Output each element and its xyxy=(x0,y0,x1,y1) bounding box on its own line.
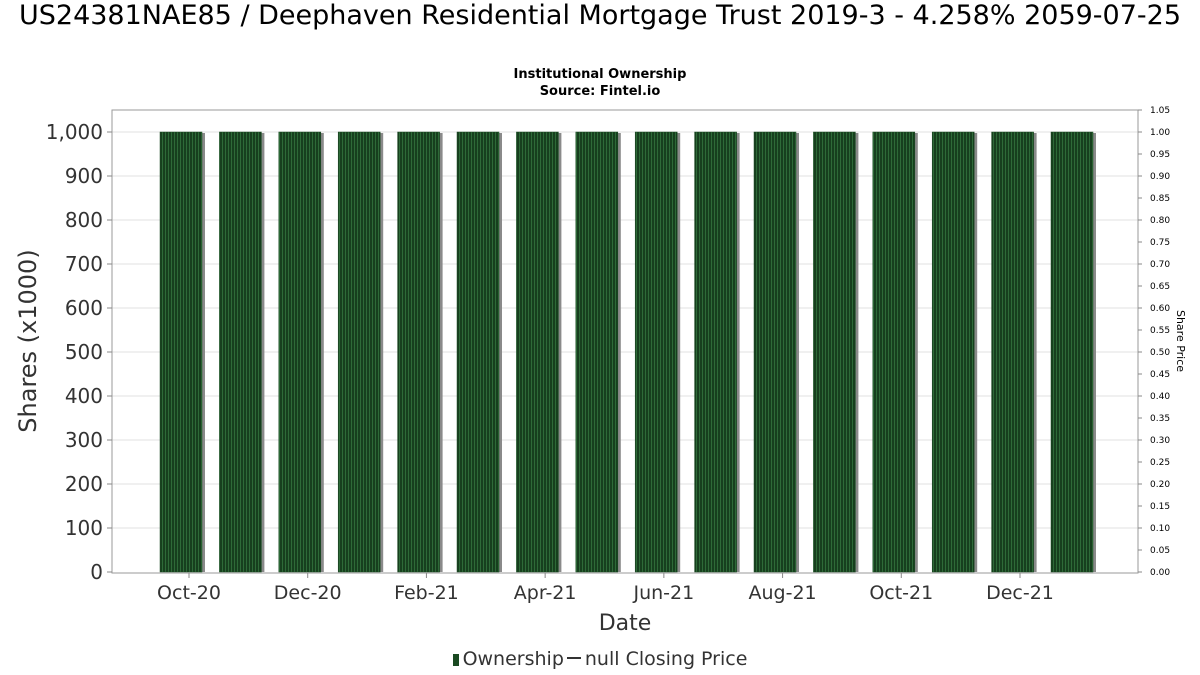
y2-tick-label: 0.80 xyxy=(1150,216,1170,226)
y2-tick-label: 0.70 xyxy=(1150,260,1170,270)
y-tick-label: 800 xyxy=(65,208,103,232)
ownership-bar xyxy=(753,131,797,573)
y-axis: 0 100 200 300 400 500 600 700 800 900 1,000 xyxy=(46,120,112,584)
x-tick-label: Feb-21 xyxy=(394,582,459,604)
price-legend-label: null Closing Price xyxy=(584,648,748,670)
bar-shadow xyxy=(616,133,621,572)
x-axis: Oct-20 Dec-20 Feb-21 Apr-21 Jun-21 Aug-21 Oct-… xyxy=(157,573,1054,604)
bar-shadow xyxy=(735,133,740,572)
y2-tick-label: 0.35 xyxy=(1150,414,1170,424)
x-tick-label: Apr-21 xyxy=(514,582,577,604)
x-tick-label: Oct-21 xyxy=(869,582,933,604)
ownership-legend-label: Ownership xyxy=(462,648,564,670)
y2-tick-label: 0.45 xyxy=(1150,370,1170,380)
y2-tick-label: 0.60 xyxy=(1150,304,1170,314)
y-tick-label: 1,000 xyxy=(46,120,103,144)
ownership-bar xyxy=(931,131,975,573)
ownership-bar xyxy=(872,131,916,573)
y-tick-label: 700 xyxy=(65,252,103,276)
grid-lines xyxy=(112,131,1138,529)
ownership-legend-swatch xyxy=(452,654,459,666)
plot-frame xyxy=(111,109,1139,574)
y2-tick-label: 0.95 xyxy=(1150,150,1170,160)
chart-subtitle: Institutional Ownership xyxy=(513,67,687,82)
bar-shadow xyxy=(201,133,205,572)
y2-tick-label: 0.40 xyxy=(1150,392,1170,402)
y2-tick-label: 0.05 xyxy=(1150,546,1170,556)
y-tick-label: 500 xyxy=(65,340,103,364)
y2-tick-label: 0.20 xyxy=(1150,480,1170,490)
bar-shadow xyxy=(1032,133,1037,572)
y2-tick-label: 0.15 xyxy=(1150,502,1170,512)
ownership-bar xyxy=(634,131,678,573)
bar-shadow xyxy=(379,133,384,572)
ownership-bar xyxy=(397,131,440,573)
ownership-bar xyxy=(159,131,203,573)
y-tick-label: 600 xyxy=(65,296,103,320)
ownership-bar xyxy=(813,131,856,573)
y2-tick-label: 1.00 xyxy=(1150,128,1170,138)
y2-tick-label: 0.50 xyxy=(1150,348,1170,358)
y2-axis: 0.00 0.05 0.10 0.15 0.20 0.25 0.30 0.35 0.40 0.45… xyxy=(1138,106,1170,578)
bars xyxy=(159,131,1096,573)
y-tick-label: 100 xyxy=(65,516,103,540)
y-tick-label: 0 xyxy=(90,560,103,584)
y2-tick-label: 0.85 xyxy=(1150,194,1170,204)
ownership-bar xyxy=(516,131,559,573)
y-tick-label: 400 xyxy=(65,384,103,408)
y2-tick-label: 0.65 xyxy=(1150,282,1170,292)
bar-shadow xyxy=(913,133,918,572)
bar-shadow xyxy=(973,133,978,572)
bar-shadow xyxy=(1092,133,1096,572)
y2-tick-label: 0.75 xyxy=(1150,238,1170,248)
ownership-bar xyxy=(575,131,619,573)
bar-shadow xyxy=(319,133,324,572)
x-tick-label: Jun-21 xyxy=(632,582,694,604)
y-tick-label: 300 xyxy=(65,428,103,452)
bar-shadow xyxy=(498,133,502,572)
y2-tick-label: 1.05 xyxy=(1150,106,1170,116)
y2-tick-label: 0.30 xyxy=(1150,436,1170,446)
ownership-bar xyxy=(694,131,737,573)
ownership-bar xyxy=(219,131,262,573)
y2-tick-label: 0.90 xyxy=(1150,172,1170,182)
ownership-bar xyxy=(456,131,500,573)
bar-shadow xyxy=(260,133,265,572)
x-tick-label: Oct-20 xyxy=(157,582,221,604)
ownership-bar xyxy=(337,131,381,573)
y2-tick-label: 0.25 xyxy=(1150,458,1170,468)
bar-shadow xyxy=(557,133,562,572)
y-axis-label: Shares (x1000) xyxy=(14,249,42,432)
bar-shadow xyxy=(795,133,799,572)
bar-shadow xyxy=(676,133,681,572)
x-tick-label: Aug-21 xyxy=(749,582,817,604)
bar-shadow xyxy=(438,133,443,572)
chart-source: Source: Fintel.io xyxy=(539,84,661,99)
x-tick-label: Dec-21 xyxy=(986,582,1054,604)
bar-shadow xyxy=(854,133,859,572)
y2-axis-label: Share Price xyxy=(1174,310,1187,372)
price-legend-swatch xyxy=(566,657,581,659)
x-axis-label: Date xyxy=(599,611,652,636)
x-tick-label: Dec-20 xyxy=(274,582,342,604)
ownership-bar xyxy=(991,131,1034,573)
y-tick-label: 200 xyxy=(65,472,103,496)
ownership-bar xyxy=(1050,131,1094,573)
ownership-bar xyxy=(278,131,322,573)
y2-tick-label: 0.00 xyxy=(1150,568,1170,578)
y2-tick-label: 0.55 xyxy=(1150,326,1170,336)
chart-title: US24381NAE85 / Deephaven Residential Mor… xyxy=(18,0,1181,31)
y2-tick-label: 0.10 xyxy=(1150,524,1170,534)
legend: Ownership null Closing Price xyxy=(0,648,1200,670)
y-tick-label: 900 xyxy=(65,164,103,188)
